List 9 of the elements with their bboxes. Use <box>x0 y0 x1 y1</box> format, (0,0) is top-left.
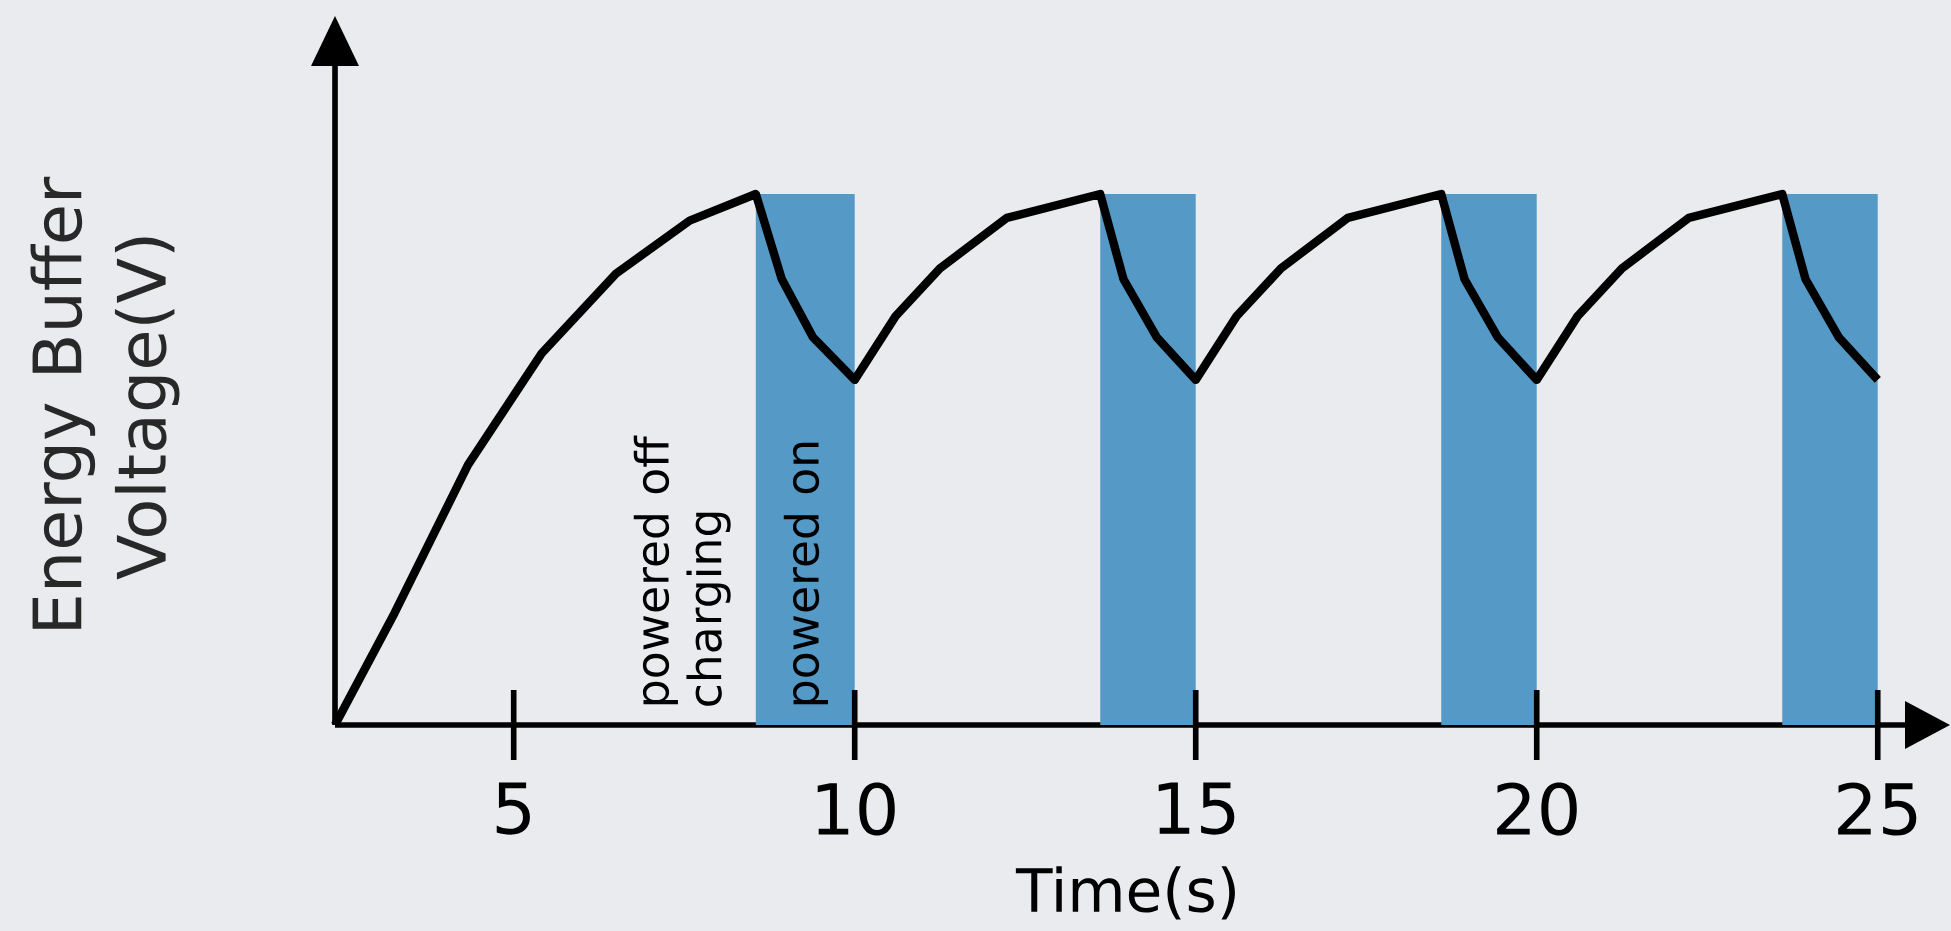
x-tick-label: 25 <box>1838 782 1917 836</box>
x-axis-title: Time(s) <box>1015 866 1235 920</box>
x-tick-label: 5 <box>496 782 530 835</box>
annotation: powered off charging <box>633 435 731 706</box>
x-tick-label: 15 <box>1158 782 1235 835</box>
annotation: powered on <box>783 442 828 705</box>
x-tick-label: 20 <box>1497 782 1577 836</box>
y-axis-title: Energy Buffer Voltage(V) <box>30 176 180 629</box>
x-tick-label: 10 <box>817 782 895 836</box>
